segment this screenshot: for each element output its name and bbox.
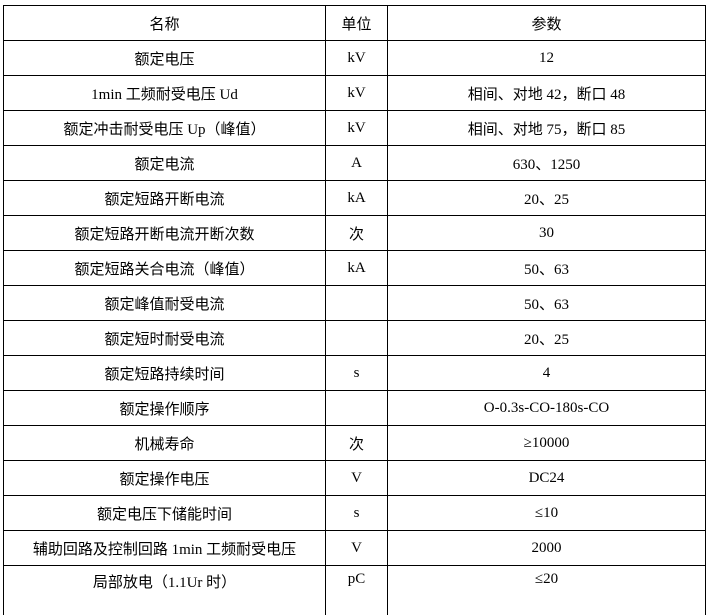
cell-name: 额定电压下储能时间 <box>3 495 326 531</box>
cell-name: 辅助回路及控制回路 1min 工频耐受电压 <box>3 530 326 566</box>
table-row: 额定操作电压 V DC24 <box>3 460 706 496</box>
cell-value: 相间、对地 42，断口 48 <box>387 75 706 111</box>
cell-name: 机械寿命 <box>3 425 326 461</box>
cell-unit: V <box>325 530 388 566</box>
cell-value: ≥10000 <box>387 425 706 461</box>
table-row: 额定峰值耐受电流 50、63 <box>3 285 706 321</box>
table-row: 额定冲击耐受电压 Up（峰值） kV 相间、对地 75，断口 85 <box>3 110 706 146</box>
cell-name: 1min 工频耐受电压 Ud <box>3 75 326 111</box>
cell-name: 额定操作顺序 <box>3 390 326 426</box>
header-name: 名称 <box>3 5 326 41</box>
cell-unit: 次 <box>325 215 388 251</box>
cell-value: 20、25 <box>387 180 706 216</box>
cell-unit: kV <box>325 40 388 76</box>
header-value: 参数 <box>387 5 706 41</box>
cell-unit: A <box>325 145 388 181</box>
table-row: 机械寿命次 ≥10000 <box>3 425 706 461</box>
cell-value: O-0.3s-CO-180s-CO <box>387 390 706 426</box>
cell-unit: 次 <box>325 425 388 461</box>
table-row: 额定短路开断电流开断次数次 30 <box>3 215 706 251</box>
cell-value: 630、1250 <box>387 145 706 181</box>
table-row: 额定操作顺序 O-0.3s-CO-180s-CO <box>3 390 706 426</box>
cell-unit: s <box>325 495 388 531</box>
cell-name: 额定短路开断电流 <box>3 180 326 216</box>
parameter-table: 名称 单位 参数 额定电压 kV 12 1min 工频耐受电压 Ud kV 相间、对地 4… <box>3 5 706 615</box>
cell-unit: kA <box>325 180 388 216</box>
cell-value: 20、25 <box>387 320 706 356</box>
cell-value: DC24 <box>387 460 706 496</box>
header-unit: 单位 <box>325 5 388 41</box>
table-row: 额定短路关合电流（峰值） kA 50、63 <box>3 250 706 286</box>
cell-unit: V <box>325 460 388 496</box>
cell-unit <box>325 285 388 321</box>
cell-name: 额定电流 <box>3 145 326 181</box>
cell-name: 额定短路持续时间 <box>3 355 326 391</box>
header-row: 名称 单位 参数 <box>3 5 706 41</box>
cell-value: 50、63 <box>387 285 706 321</box>
table-row: 额定电压下储能时间 s ≤10 <box>3 495 706 531</box>
cell-unit: kV <box>325 75 388 111</box>
cell-value: 30 <box>387 215 706 251</box>
table-row: 额定短路开断电流 kA 20、25 <box>3 180 706 216</box>
table-row: 额定短路持续时间 s 4 <box>3 355 706 391</box>
cell-name: 额定电压 <box>3 40 326 76</box>
cell-name: 额定冲击耐受电压 Up（峰值） <box>3 110 326 146</box>
table-row: 局部放电（1.1Ur 时） pC ≤20 <box>3 565 706 615</box>
cell-name: 额定短路开断电流开断次数 <box>3 215 326 251</box>
cell-value: 4 <box>387 355 706 391</box>
table-row: 额定电流 A 630、1250 <box>3 145 706 181</box>
cell-name: 额定操作电压 <box>3 460 326 496</box>
table-row: 额定短时耐受电流 20、25 <box>3 320 706 356</box>
cell-value: ≤10 <box>387 495 706 531</box>
cell-value: 相间、对地 75，断口 85 <box>387 110 706 146</box>
cell-unit <box>325 320 388 356</box>
table-row: 1min 工频耐受电压 Ud kV 相间、对地 42，断口 48 <box>3 75 706 111</box>
cell-value: 12 <box>387 40 706 76</box>
cell-name: 额定短路关合电流（峰值） <box>3 250 326 286</box>
cell-name: 额定短时耐受电流 <box>3 320 326 356</box>
cell-name: 额定峰值耐受电流 <box>3 285 326 321</box>
cell-value: 2000 <box>387 530 706 566</box>
cell-unit: pC <box>325 565 388 615</box>
cell-unit: kV <box>325 110 388 146</box>
cell-name: 局部放电（1.1Ur 时） <box>3 565 326 615</box>
cell-unit: s <box>325 355 388 391</box>
table-row: 额定电压 kV 12 <box>3 40 706 76</box>
table-row: 辅助回路及控制回路 1min 工频耐受电压 V 2000 <box>3 530 706 566</box>
cell-unit <box>325 390 388 426</box>
cell-value: 50、63 <box>387 250 706 286</box>
cell-unit: kA <box>325 250 388 286</box>
cell-value: ≤20 <box>387 565 706 615</box>
